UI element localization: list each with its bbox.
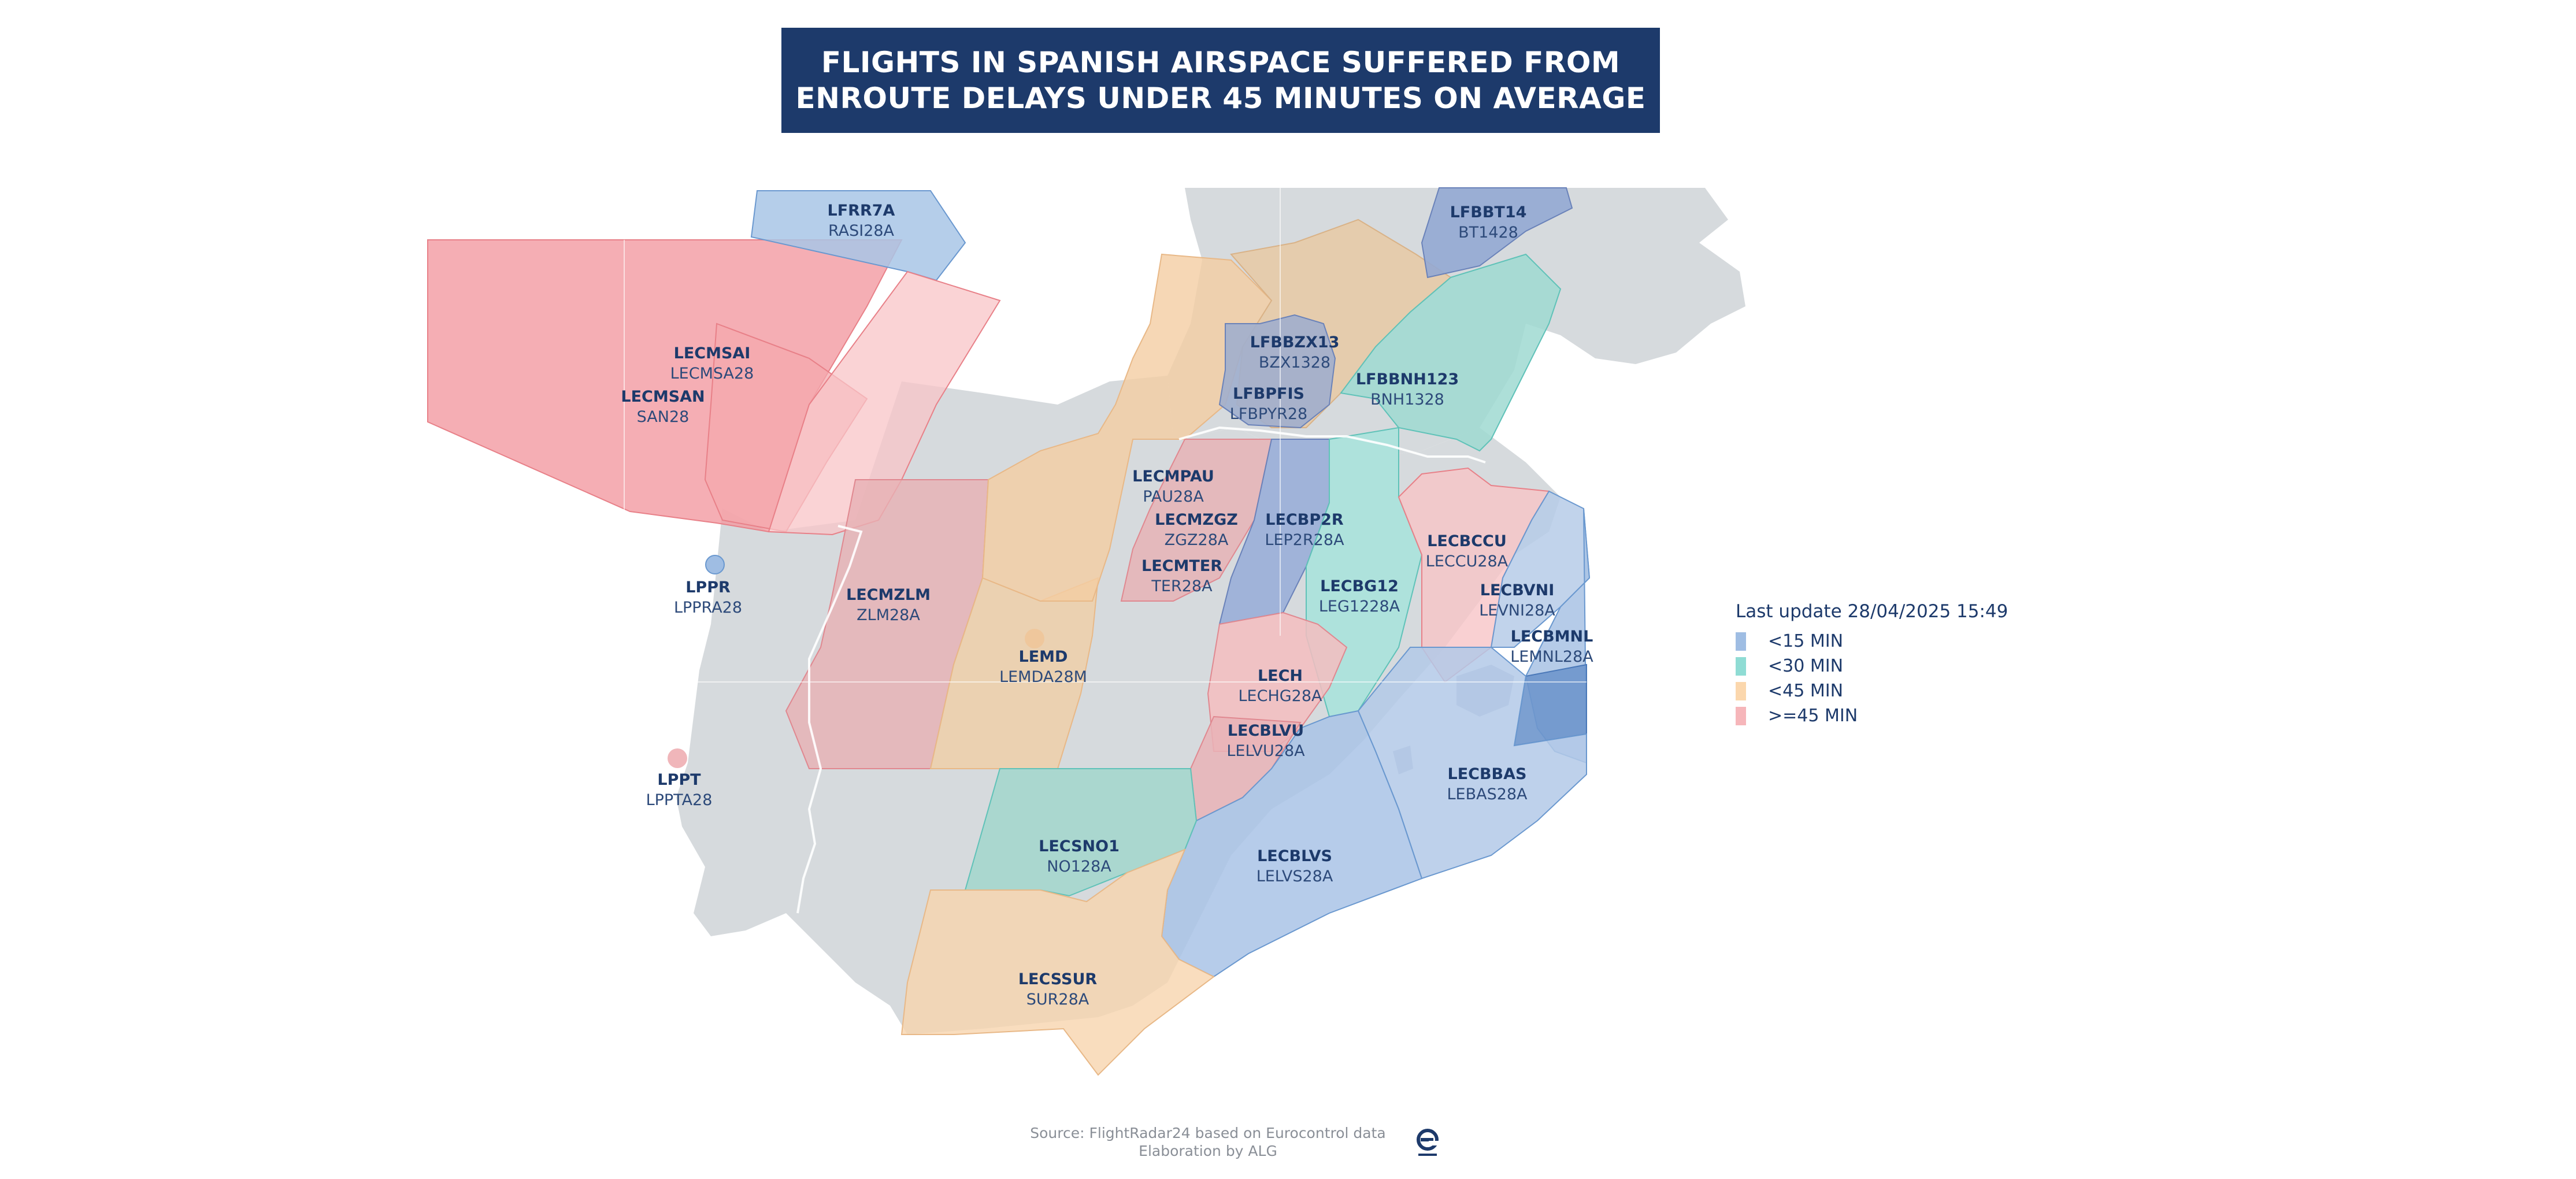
legend-label: <15 MIN (1768, 631, 1844, 651)
label-sub: LECHG28A (1238, 687, 1322, 705)
legend-item-45-plus: >=45 MIN (1736, 703, 2008, 728)
legend-label: <45 MIN (1768, 681, 1844, 701)
label-sub: ZGZ28A (1165, 531, 1229, 549)
label-sub: LPPRA28 (674, 599, 742, 617)
label-sub: BZX1328 (1259, 354, 1330, 372)
sector-area-lecssur[interactable] (900, 848, 1215, 1076)
sector-area-lfbpfis[interactable] (1218, 314, 1336, 429)
label-code: LECBCCU (1427, 532, 1507, 550)
label-sub: LEMDA28M (999, 668, 1087, 686)
label-sub: LECMSA28 (670, 365, 754, 383)
label-sub: LELVU28A (1226, 742, 1305, 760)
label-sub: SAN28 (637, 408, 690, 426)
label-code: LECBLVU (1228, 722, 1304, 740)
label-sub: LPPTA28 (646, 791, 713, 809)
lemd-marker[interactable] (1025, 629, 1044, 648)
label-code: LFBBZX13 (1250, 333, 1340, 351)
label-code: LECMTER (1141, 557, 1222, 575)
label-sub: BT1428 (1458, 224, 1518, 242)
label-sub: PAU28A (1143, 488, 1204, 506)
airport-markers (668, 555, 1044, 768)
label-code: LECBP2R (1265, 511, 1344, 529)
lppr-marker[interactable] (705, 555, 725, 574)
borders (624, 188, 1587, 914)
label-code: LEMD (1019, 648, 1068, 666)
legend-label: >=45 MIN (1768, 706, 1858, 726)
legend-swatch (1736, 706, 1746, 725)
label-code: LECMZGZ (1155, 511, 1238, 529)
label-code: LECBBAS (1448, 765, 1527, 783)
label-code: LFBBNH123 (1356, 370, 1459, 388)
legend-item-30: <30 MIN (1736, 654, 2008, 679)
graticule-v (624, 188, 1281, 636)
legend-swatch (1736, 632, 1746, 651)
sector-area-lfbbnh123[interactable] (1340, 253, 1562, 452)
label-sub: LEMNL28A (1510, 648, 1593, 666)
label-code: LECBMNL (1511, 628, 1593, 646)
legend-item-45: <45 MIN (1736, 679, 2008, 703)
label-code: LECSNO1 (1039, 837, 1120, 855)
label-sub: ZLM28A (857, 606, 920, 624)
eurocontrol-logo-icon (1417, 1129, 1439, 1156)
title-line-1: FLIGHTS IN SPANISH AIRSPACE SUFFERED FRO… (821, 46, 1621, 79)
legend-title: Last update 28/04/2025 15:49 (1736, 601, 2008, 622)
sector-polygons (427, 187, 1591, 1076)
label-sub: LEP2R28A (1265, 531, 1344, 549)
label-sub: LEBAS28A (1447, 785, 1528, 803)
pyrenees-border (1178, 426, 1486, 464)
legend: Last update 28/04/2025 15:49 <15 MIN <30… (1736, 601, 2008, 728)
label-code: LECBLVS (1257, 847, 1332, 865)
label-sub: RASI28A (828, 222, 895, 240)
label-code: LFBPFIS (1233, 385, 1304, 403)
source-line-2: Elaboration by ALG (1139, 1143, 1277, 1159)
sector-area-lfbbt14[interactable] (1421, 187, 1573, 279)
label-code: LFBBT14 (1450, 203, 1527, 221)
label-sub: NO128A (1047, 858, 1111, 876)
label-code: LFRR7A (828, 202, 895, 220)
label-sub: LEVNI28A (1479, 602, 1555, 620)
label-code: LECSSUR (1018, 970, 1098, 988)
label-sub: BNH1328 (1370, 391, 1444, 409)
label-code: LPPT (657, 771, 701, 789)
source-note: Source: FlightRadar24 based on Eurocontr… (1006, 1124, 1410, 1160)
label-code: LPPR (685, 579, 731, 596)
label-code: LECMPAU (1132, 468, 1214, 485)
lppt-marker[interactable] (668, 748, 687, 768)
sector-labels: LFRR7A RASI28A LFBBT14 BT1428 LECMSAI LE… (621, 202, 1593, 1009)
label-sub: SUR28A (1026, 991, 1089, 1009)
legend-item-15: <15 MIN (1736, 629, 2008, 654)
legend-label: <30 MIN (1768, 656, 1844, 676)
label-code: LECMZLM (846, 586, 931, 604)
label-code: LECBG12 (1320, 577, 1399, 595)
map-title: FLIGHTS IN SPANISH AIRSPACE SUFFERED FRO… (781, 28, 1660, 133)
legend-swatch (1736, 657, 1746, 676)
label-sub: LELVS28A (1257, 867, 1333, 885)
label-sub: TER28A (1151, 577, 1213, 595)
label-sub: LECCU28A (1426, 553, 1508, 570)
label-code: LECBVNI (1480, 581, 1555, 599)
label-sub: LFBPYR28 (1230, 405, 1307, 423)
label-code: LECH (1258, 667, 1303, 685)
source-line-1: Source: FlightRadar24 based on Eurocontr… (1030, 1125, 1386, 1141)
title-line-2: ENROUTE DELAYS UNDER 45 MINUTES ON AVERA… (795, 81, 1646, 115)
portugal-border (796, 525, 863, 914)
label-sub: LEG1228A (1319, 598, 1400, 616)
label-code: LECMSAN (621, 388, 705, 406)
label-code: LECMSAI (674, 344, 751, 362)
legend-swatch (1736, 681, 1746, 700)
